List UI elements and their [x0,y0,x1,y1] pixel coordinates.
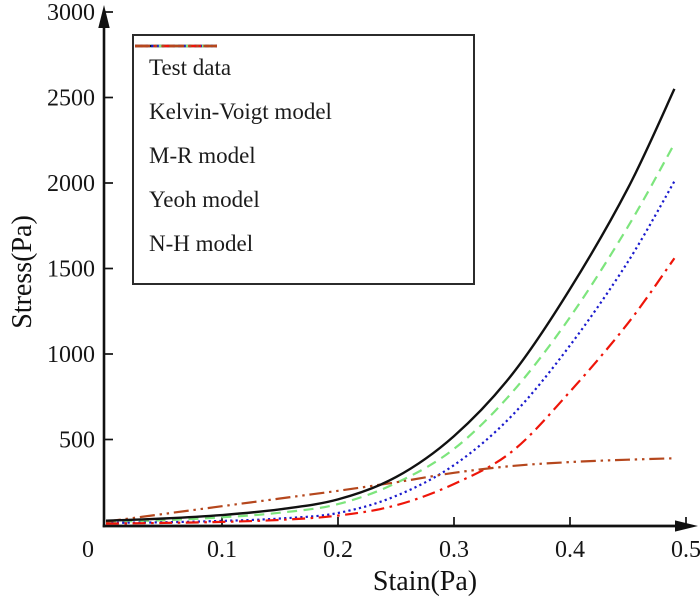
x-tick-label: 0.5 [671,537,700,563]
y-axis-arrow-icon [98,5,110,28]
y-tick-label: 2500 [47,86,95,112]
y-tick-label: 1000 [47,342,95,368]
y-tick-label: 3000 [47,0,95,26]
curves [105,88,676,525]
x-axis-label: Stain(Pa) [373,566,477,597]
y-axis-label: Stress(Pa) [7,215,38,329]
x-tick-label: 0.2 [323,537,353,563]
legend-label: Yeoh model [149,187,260,212]
x-tick-label: 0.4 [555,537,585,563]
y-tick-label: 500 [59,428,95,454]
x-axis-arrow-icon [675,520,698,532]
x-tick-label: 0 [82,537,94,563]
y-tick-label: 2000 [47,171,95,197]
legend-item-test-data: Test data [135,44,465,81]
axis-ticks: 500 1000 1500 2000 2500 3000 0 0.1 0.2 0.3 0.4 0.5 [47,0,700,563]
curve-yeoh-model [105,257,676,525]
curve-n-h-model [105,457,675,523]
legend-label: Test data [149,55,232,80]
y-tick-label: 1500 [47,257,95,283]
legend-label: Kelvin-Voigt model [149,99,332,124]
legend-item-yeoh: Yeoh model [135,44,465,213]
x-tick-label: 0.1 [207,537,237,563]
legend: Test data Kelvin-Voigt model M-R model Y… [132,34,475,285]
legend-item-m-r: M-R model [135,44,465,169]
curve-test-data [105,88,676,522]
legend-line-sample-icon [135,44,217,48]
x-tick-label: 0.3 [439,537,469,563]
legend-label: N-H model [149,231,254,256]
legend-item-kelvin-voigt: Kelvin-Voigt model [135,44,465,125]
legend-item-n-h: N-H model [135,44,465,257]
legend-label: M-R model [149,143,256,168]
